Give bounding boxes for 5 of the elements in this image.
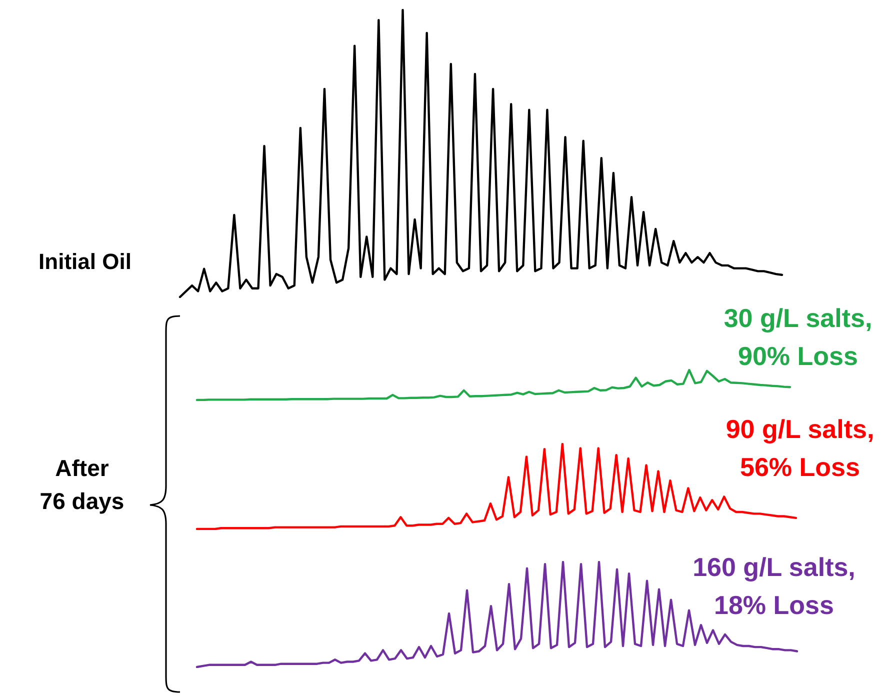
chart-title: 90 g/L salts, 56% Loss bbox=[724, 413, 876, 484]
chart-title: 160 g/L salts, 18% Loss bbox=[692, 551, 856, 622]
text: Initial Oil bbox=[38, 248, 132, 276]
chart-title: 30 g/L salts, 90% Loss bbox=[722, 302, 874, 373]
text: After 76 days bbox=[38, 454, 126, 516]
